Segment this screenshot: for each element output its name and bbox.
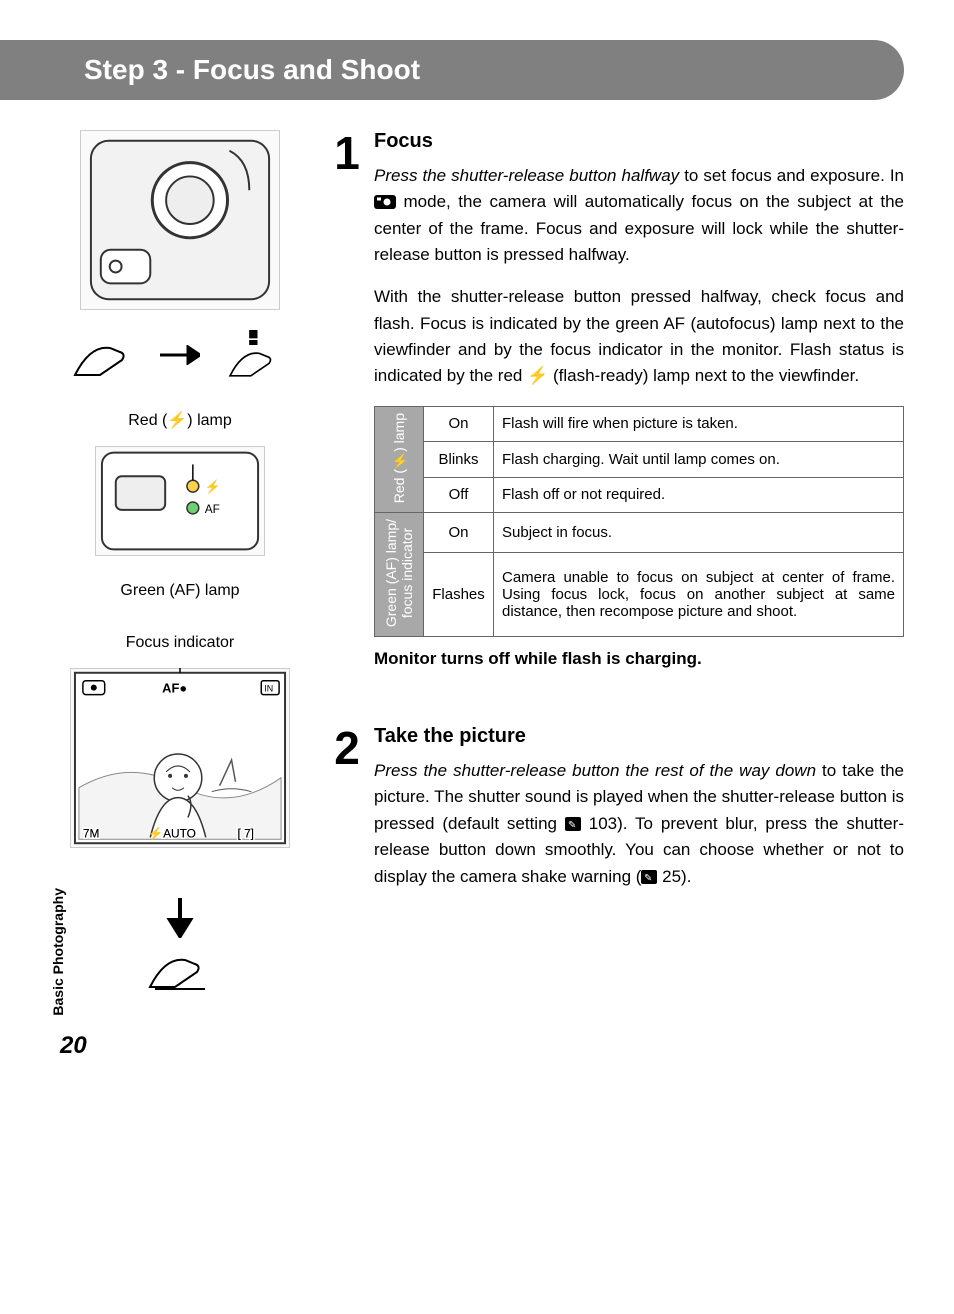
step-2-para: Press the shutter-release button the res… (374, 758, 904, 890)
camera-top-diagram (80, 130, 280, 310)
step-1-p1-ital: Press the shutter-release button halfway (374, 166, 679, 185)
step-1-number: 1 (330, 130, 364, 697)
step-1-para-1: Press the shutter-release button halfway… (374, 163, 904, 268)
table-cell: Blinks (424, 442, 494, 477)
svg-text:✎: ✎ (644, 873, 652, 884)
green-lamp-caption: Green (AF) lamp (120, 582, 239, 600)
table-cell: Subject in focus. (494, 512, 904, 552)
svg-text:IN: IN (264, 684, 273, 694)
step-2-title: Take the picture (374, 725, 904, 748)
table-cell: Off (424, 477, 494, 512)
step-header: Step 3 - Focus and Shoot (0, 40, 904, 100)
finger-after-icon (220, 330, 290, 380)
focus-indicator-caption: Focus indicator (126, 634, 235, 652)
finger-halfpress-row (70, 330, 290, 380)
svg-text:AF: AF (205, 502, 220, 516)
lamp-status-table: Red (⚡) lamp On Flash will fire when pic… (374, 406, 904, 637)
camera-top-svg (81, 130, 279, 310)
arrow-right-icon (160, 345, 200, 365)
table-cell: Camera unable to focus on subject at cen… (494, 552, 904, 637)
step-1-p1-b: mode, the camera will automatically focu… (374, 192, 904, 264)
table-group-red: Red (⚡) lamp (375, 406, 424, 512)
step-2-number: 2 (330, 725, 364, 906)
svg-text:⚡AUTO: ⚡AUTO (148, 826, 196, 840)
table-group-green: Green (AF) lamp/focus indicator (375, 512, 424, 636)
flash-charging-note: Monitor turns off while flash is chargin… (374, 649, 904, 669)
finger-press-icon (145, 942, 215, 992)
monitor-diagram: AF● IN 7M 7M ⚡AUT (70, 668, 290, 848)
table-cell: On (424, 512, 494, 552)
reference-icon: ✎ (641, 870, 657, 884)
svg-text:AF●: AF● (162, 681, 187, 696)
arrow-down-icon (165, 898, 195, 938)
step-2-ital: Press the shutter-release button the res… (374, 761, 816, 780)
section-tab: Basic Photography (50, 884, 66, 1020)
finger-before-icon (70, 330, 140, 380)
step-1-p1-a: to set focus and exposure. In (679, 166, 904, 185)
step-1-block: 1 Focus Press the shutter-release button… (330, 130, 904, 697)
red-lamp-caption: Red (⚡) lamp (128, 410, 232, 430)
svg-text:⚡: ⚡ (205, 479, 221, 495)
lamp-svg: ⚡ AF (96, 446, 264, 556)
monitor-svg: AF● IN 7M 7M ⚡AUT (71, 668, 289, 848)
table-cell: Flash charging. Wait until lamp comes on… (494, 442, 904, 477)
lamp-diagram: ⚡ AF (95, 446, 265, 556)
step-1-para-2: With the shutter-release button pressed … (374, 284, 904, 389)
left-column: Red (⚡) lamp ⚡ AF Green (AF) lamp Focus … (60, 130, 300, 992)
step-2-ref2: 25). (657, 867, 691, 886)
table-cell: On (424, 406, 494, 441)
table-cell: Flash off or not required. (494, 477, 904, 512)
right-column: 1 Focus Press the shutter-release button… (330, 130, 904, 992)
svg-text:7M: 7M (83, 826, 100, 840)
page-number: 20 (60, 1032, 904, 1060)
table-cell: Flashes (424, 552, 494, 637)
reference-icon: ✎ (565, 817, 581, 831)
table-cell: Flash will fire when picture is taken. (494, 406, 904, 441)
svg-text:[ 7]: [ 7] (237, 826, 254, 840)
finger-fullpress (145, 898, 215, 992)
step-1-title: Focus (374, 130, 904, 153)
svg-text:✎: ✎ (568, 820, 576, 831)
step-2-block: 2 Take the picture Press the shutter-rel… (330, 725, 904, 906)
camera-mode-icon (374, 195, 396, 209)
